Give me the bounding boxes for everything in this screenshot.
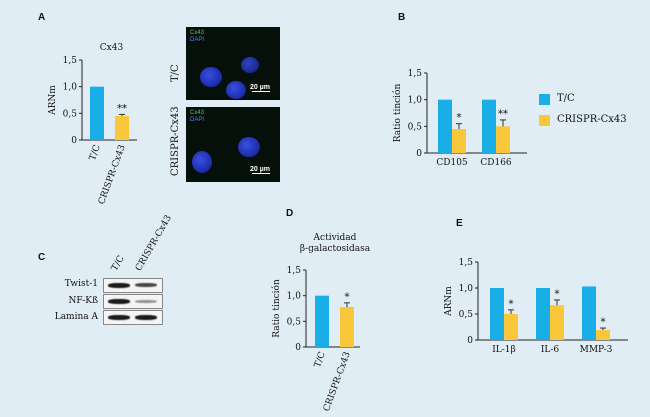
chart-b-bar-1-1 [496,126,510,153]
blot-row-lamina-a [103,310,163,325]
blot-band [108,283,130,288]
chart-e-y-tick-label: 0 [467,336,473,346]
blot-band [135,315,157,320]
blot-row-label-lamina-a: Lamina A [54,312,98,322]
scale-bar [252,173,270,174]
chart-b-significance: * [457,113,462,124]
nucleus [241,57,259,73]
scale-bar [252,91,270,92]
nucleus [226,81,246,99]
chart-e-bar-1-0 [536,288,550,340]
chart-b-significance: ** [498,109,508,120]
chart-d-bar-0 [315,295,329,347]
panel-letter-c: C [38,252,46,263]
legend-swatch-tc [539,94,550,105]
chart-b-x-tick-label: CD105 [436,158,468,168]
chart-e-bar-2-1 [596,330,610,340]
chart-d-y-tick-label: 0 [295,343,301,353]
micrograph-channel-dapi: DAPI [190,117,205,123]
chart-a-bar-0 [90,86,104,140]
chart-a-title: Cx43 [100,43,124,53]
chart-e-y-tick-label: 1,5 [459,258,474,268]
micrograph-crispr: Cx43 DAPI 20 µm [186,107,280,182]
chart-b-y-label: Ratio tinción [392,84,403,143]
chart-a-y-tick-label: 0 [71,136,77,146]
micrograph-row-label-crispr: CRISPR-Cx43 [170,106,181,176]
chart-a-y-tick-label: 1,5 [63,56,78,66]
chart-b-x-tick-label: CD166 [480,158,512,168]
chart-e-bar-2-0 [582,286,596,340]
chart-d-significance: * [345,292,350,303]
chart-e-significance: * [509,299,514,310]
panel-letter-e: E [456,218,463,229]
chart-a-y-label: ARNm [48,85,58,116]
chart-d-y-tick-label: 1,0 [287,292,302,302]
micrograph-row-label-tc: T/C [170,64,181,82]
chart-d-bar-1 [340,306,354,347]
chart-b-bar-0-0 [438,99,452,153]
chart-e-y-label: ARNm [444,286,454,317]
micrograph-channel-dapi: DAPI [190,37,205,43]
chart-b-bar-1-0 [482,99,496,153]
blot-band [108,315,130,320]
chart-b-bar-0-1 [452,129,466,153]
chart-d-y-label: Ratio tinción [271,279,282,338]
chart-a-x-tick-label: CRISPR-Cx43 [97,143,128,206]
blot-row-nfkb [103,294,163,309]
chart-b-y-tick-label: 1,0 [408,96,423,106]
legend-swatch-crispr [539,115,550,126]
chart-e-bar-0-1 [504,314,518,340]
chart-e-x-tick-label: IL-1β [492,345,516,355]
chart-d-y-tick-label: 1,5 [287,266,302,276]
legend-label-tc: T/C [557,93,575,104]
nucleus [238,137,260,157]
micrograph-channel-cx43: Cx43 [190,30,205,36]
chart-d-y-tick-label: 0,5 [287,317,302,327]
chart-a-significance: ** [117,103,127,114]
chart-a-x-tick-label: T/C [88,143,103,161]
blot-band [135,300,157,303]
panel-letter-d: D [286,208,294,219]
panel-letter-b: B [398,12,406,23]
blot-row-label-nfkb: NF-Kß [68,296,99,306]
chart-e-x-tick-label: MMP-3 [580,345,613,355]
chart-e-significance: * [555,289,560,300]
chart-a-bar-1 [115,116,129,140]
chart-a-y-tick-label: 0,5 [63,109,78,119]
chart-b-y-tick-label: 0,5 [408,122,423,132]
chart-d-x-tick-label: CRISPR-Cx43 [322,350,353,413]
scale-label: 20 µm [250,166,270,173]
nucleus [200,67,222,87]
blot-row-label-twist1: Twist-1 [64,279,98,289]
nucleus [192,151,212,173]
chart-b-y-tick-label: 0 [416,149,422,159]
chart-e-bar-1-1 [550,305,564,340]
blot-band [135,283,157,287]
chart-d-x-tick-label: T/C [313,350,328,368]
micrograph-channel-cx43: Cx43 [190,110,205,116]
legend-label-crispr: CRISPR-Cx43 [557,114,627,125]
chart-e-y-tick-label: 1,0 [459,284,474,294]
chart-b-y-tick-label: 1,5 [408,69,423,79]
panel-letter-a: A [38,12,46,23]
chart-e-bar-0-0 [490,288,504,340]
chart-a-y-tick-label: 1,0 [63,83,78,93]
chart-e-x-tick-label: IL-6 [541,345,560,355]
chart-d-title: Actividad [313,233,357,243]
chart-e-significance: * [601,317,606,328]
blot-row-twist1 [103,278,163,293]
micrograph-tc: Cx43 DAPI 20 µm [186,27,280,100]
blot-band [108,299,130,304]
chart-d-title: β-galactosidasa [300,244,371,254]
chart-e-y-tick-label: 0,5 [459,310,474,320]
scale-label: 20 µm [250,84,270,91]
